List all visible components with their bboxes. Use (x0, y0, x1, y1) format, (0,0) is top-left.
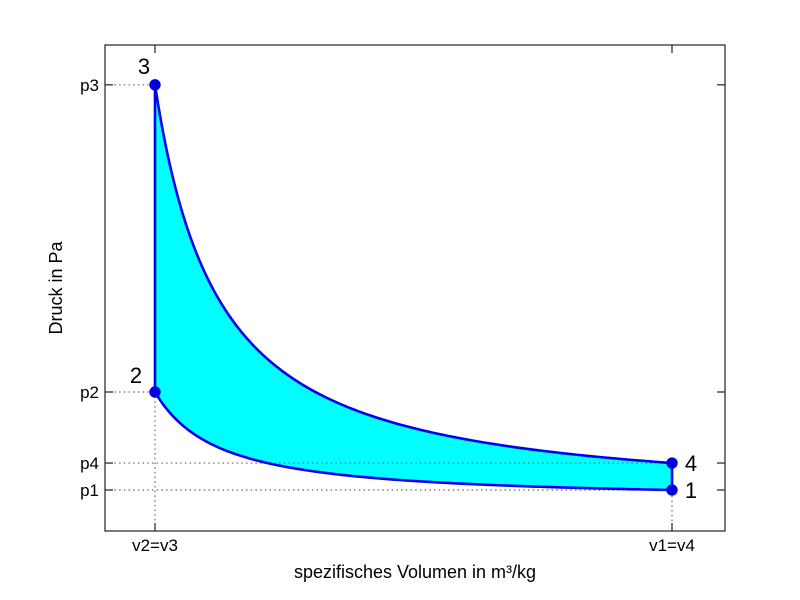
expansion-curve-3-4 (153, 83, 674, 465)
state-label-3: 3 (138, 54, 150, 79)
x-axis-title: spezifisches Volumen in m³/kg (294, 562, 536, 582)
state-point-3 (149, 79, 161, 91)
process-curves-layer (153, 83, 674, 492)
y-tick-label-p4: p4 (80, 454, 99, 473)
x-tick-label-v2v3: v2=v3 (132, 536, 178, 555)
y-tick-label-p3: p3 (80, 76, 99, 95)
state-label-1: 1 (685, 478, 697, 503)
cycle-fill-layer (155, 84, 672, 491)
cycle-fill-area (155, 84, 672, 491)
y-tick-label-p1: p1 (80, 481, 99, 500)
plot-frame (104, 44, 726, 532)
state-point-1 (666, 484, 678, 496)
guide-lines-layer (105, 84, 673, 529)
compression-curve-1-2 (153, 390, 674, 492)
state-point-4 (666, 457, 678, 469)
x-tick-label-v1v4: v1=v4 (649, 536, 695, 555)
state-point-2 (149, 386, 161, 398)
state-label-2: 2 (130, 363, 142, 388)
state-label-4: 4 (685, 451, 697, 476)
y-axis-title: Druck in Pa (46, 241, 66, 335)
axis-ticks-layer (105, 45, 725, 531)
y-tick-label-p2: p2 (80, 383, 99, 402)
state-markers-layer (149, 79, 678, 496)
